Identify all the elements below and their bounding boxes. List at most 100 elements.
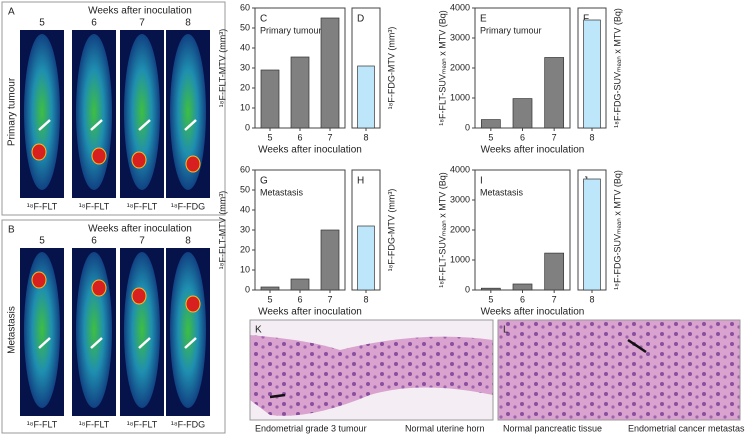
tracer-label: ¹⁸F-FLT xyxy=(79,201,110,211)
arrow xyxy=(627,338,647,354)
week-label: 6 xyxy=(91,236,97,247)
caption: Normal pancreatic tissue xyxy=(503,423,602,433)
tracer-label: ¹⁸F-FLT xyxy=(79,419,110,429)
panel-label: E xyxy=(480,14,487,25)
bar xyxy=(357,65,375,129)
arrow xyxy=(38,119,51,131)
bar xyxy=(583,19,601,129)
y-tick-label: 4000 xyxy=(450,2,470,12)
y-tick-label: 10 xyxy=(240,102,250,112)
x-axis-label: Weeks after inoculation xyxy=(481,307,585,318)
panel-label: H xyxy=(357,176,364,187)
x-tick-label: 8 xyxy=(589,294,594,304)
y-tick-label: 10 xyxy=(240,264,250,274)
bar xyxy=(320,17,340,129)
bar xyxy=(260,286,280,291)
x-tick-label: 6 xyxy=(520,294,525,304)
x-axis-label: Weeks after inoculation xyxy=(258,145,362,156)
annotation: Metastasis xyxy=(480,187,524,197)
x-tick-label: 7 xyxy=(552,132,557,142)
bar xyxy=(260,69,280,129)
y-axis-label: ¹⁸F-FDG-SUVₘₑₐₙ x MTV (Bq) xyxy=(612,8,622,128)
y-axis-label: ¹⁸F-FDG-MTV (mm³) xyxy=(386,27,396,110)
arrow xyxy=(90,337,103,349)
arrow xyxy=(184,337,197,349)
y-tick-label: 1000 xyxy=(450,92,470,102)
bar xyxy=(290,56,310,129)
tracer-label: ¹⁸F-FLT xyxy=(27,201,58,211)
y-tick-label: 50 xyxy=(240,184,250,194)
panel-frame xyxy=(1,1,226,216)
panel-title: Weeks after inoculation xyxy=(88,224,192,235)
tracer-label: ¹⁸F-FDG xyxy=(171,419,205,429)
caption: Normal uterine horn xyxy=(405,423,485,433)
pet-hotspot xyxy=(91,147,107,165)
week-label: 5 xyxy=(39,18,45,29)
arrow xyxy=(38,337,51,349)
y-tick-label: 40 xyxy=(240,204,250,214)
panel-label: D xyxy=(357,14,364,25)
arrow xyxy=(269,393,286,399)
y-tick-label: 60 xyxy=(240,164,250,174)
y-tick-label: 30 xyxy=(240,224,250,234)
y-axis-label: ¹⁸F-FDG-SUVₘₑₐₙ x MTV (Bq) xyxy=(612,170,622,290)
bar xyxy=(512,98,533,129)
x-tick-label: 7 xyxy=(327,294,332,304)
arrow xyxy=(138,119,151,131)
y-tick-label: 50 xyxy=(240,22,250,32)
bar xyxy=(512,283,533,291)
annotation: Primary tumour xyxy=(260,25,322,35)
y-tick-label: 0 xyxy=(245,284,250,294)
side-label: Metastasis xyxy=(7,306,18,354)
pet-body xyxy=(76,252,112,408)
x-axis-label: Weeks after inoculation xyxy=(258,307,362,318)
bar xyxy=(480,287,501,291)
panel-label: F xyxy=(583,14,589,25)
x-tick-label: 5 xyxy=(488,294,493,304)
x-tick-label: 6 xyxy=(297,294,302,304)
y-axis-label: ¹⁸F-FLT-MTV (mm³) xyxy=(217,191,227,270)
panel-label: I xyxy=(480,176,483,187)
arrow xyxy=(90,119,103,131)
x-tick-label: 8 xyxy=(589,132,594,142)
panel-title: Weeks after inoculation xyxy=(88,6,192,17)
side-label: Primary tumour xyxy=(7,77,18,146)
annotation: Primary tumour xyxy=(480,25,542,35)
bar xyxy=(583,178,601,291)
week-label: 7 xyxy=(139,236,145,247)
x-tick-label: 6 xyxy=(297,132,302,142)
tissue xyxy=(250,335,493,416)
pet-body xyxy=(24,252,60,408)
week-label: 8 xyxy=(185,236,191,247)
tracer-label: ¹⁸F-FDG xyxy=(171,201,205,211)
pet-body xyxy=(170,252,206,408)
week-label: 7 xyxy=(139,18,145,29)
y-tick-label: 0 xyxy=(465,122,470,132)
bar xyxy=(544,57,565,129)
y-tick-label: 20 xyxy=(240,244,250,254)
y-tick-label: 30 xyxy=(240,62,250,72)
tracer-label: ¹⁸F-FLT xyxy=(127,419,158,429)
y-tick-label: 3000 xyxy=(450,194,470,204)
pet-hotspot xyxy=(131,287,147,305)
y-tick-label: 2000 xyxy=(450,224,470,234)
annotation: Metastasis xyxy=(260,187,304,197)
pet-body xyxy=(170,34,206,190)
pet-body xyxy=(76,34,112,190)
arrow xyxy=(184,119,197,131)
x-tick-label: 7 xyxy=(327,132,332,142)
bar xyxy=(320,229,340,291)
pet-body xyxy=(124,252,160,408)
histology-image xyxy=(498,320,740,420)
x-tick-label: 7 xyxy=(552,294,557,304)
pet-hotspot xyxy=(31,271,47,289)
panel-label: K xyxy=(255,325,262,336)
x-axis-label: Weeks after inoculation xyxy=(481,145,585,156)
pet-hotspot xyxy=(185,295,201,313)
pet-hotspot xyxy=(91,279,107,297)
panel-frame xyxy=(1,219,226,434)
week-label: 6 xyxy=(91,18,97,29)
pet-hotspot xyxy=(31,143,47,161)
pet-body xyxy=(24,34,60,190)
